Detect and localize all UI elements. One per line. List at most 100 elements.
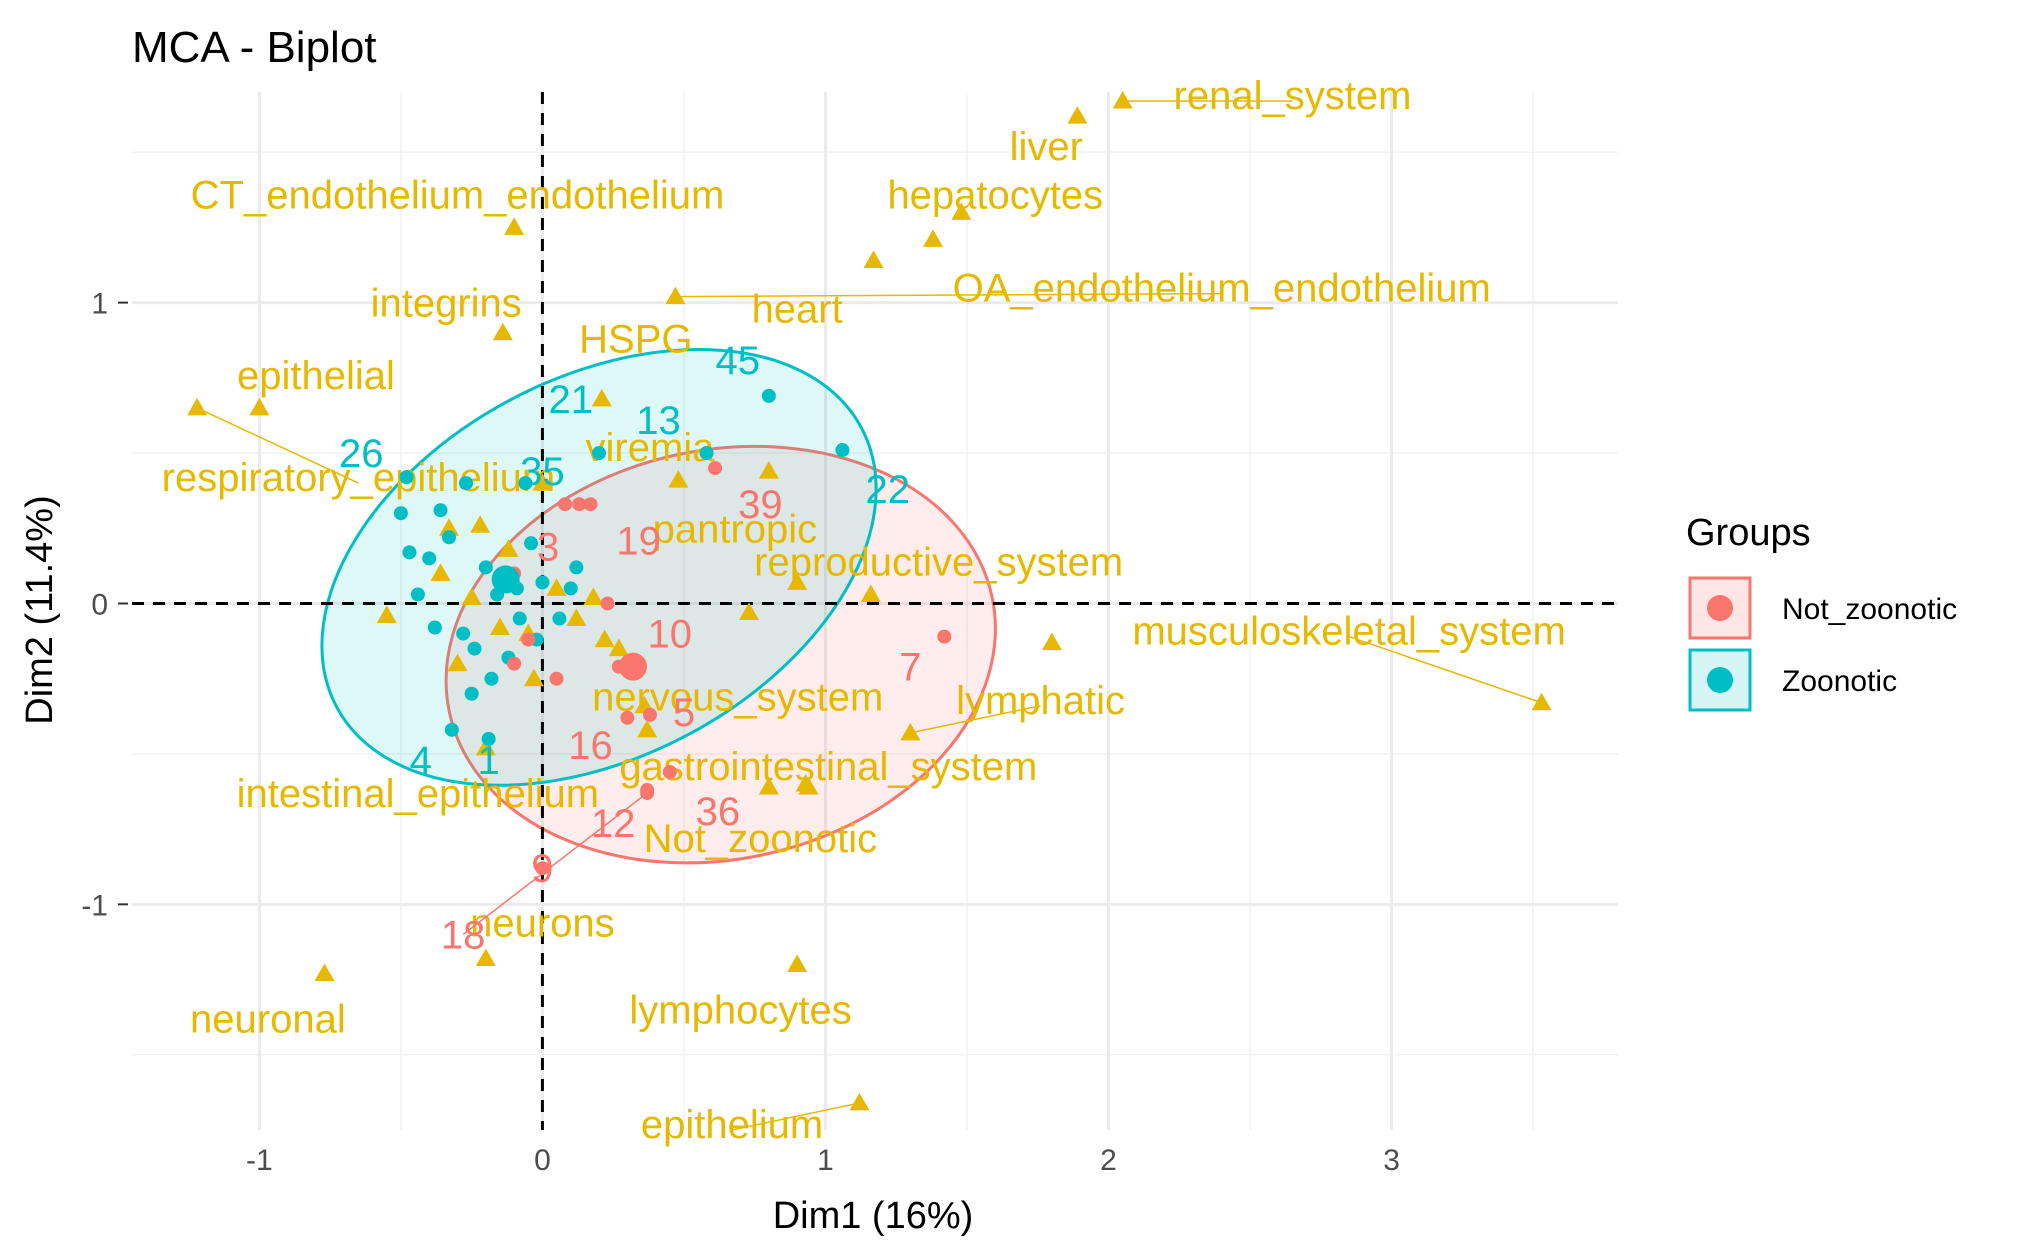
individual-point-zoonotic <box>535 575 550 590</box>
variable-point-renal-system <box>1112 91 1133 109</box>
individual-point-zoonotic <box>563 581 578 596</box>
variable-point <box>498 539 519 557</box>
variable-point-ct-endothelium-endothelium <box>504 217 525 235</box>
individual-point-zoonotic <box>481 731 496 746</box>
variable-label-viremia: viremia <box>586 426 716 470</box>
variable-label-renal-system: renal_system <box>1174 74 1412 118</box>
variable-point-neurons <box>475 948 496 967</box>
individual-point-zoonotic <box>524 536 539 551</box>
variable-label-integrins: integrins <box>371 282 522 326</box>
variable-point-not-zoonotic <box>798 777 819 795</box>
variable-point-oa-endothelium-endothelium <box>665 286 686 305</box>
individual-point-zoonotic <box>464 686 479 701</box>
variable-label-gastrointestinal-system: gastrointestinal_system <box>619 745 1037 789</box>
individual-point-zoonotic <box>410 587 425 602</box>
x-tick-label: 1 <box>817 1144 834 1177</box>
legend-title: Groups <box>1686 512 1811 554</box>
individual-label-1: 1 <box>478 739 500 783</box>
variable-label-lymphatic: lymphatic <box>956 679 1125 723</box>
variable-label-not-zoonotic: Not_zoonotic <box>644 817 877 861</box>
variable-point <box>430 563 451 581</box>
individual-point-zoonotic <box>835 443 850 458</box>
variable-label-musculoskeletal-system: musculoskeletal_system <box>1132 610 1566 654</box>
individual-label-16: 16 <box>568 724 613 768</box>
variable-label-pantropic: pantropic <box>653 507 818 551</box>
label-connector <box>910 705 1041 734</box>
variable-point <box>546 578 567 596</box>
legend-dot-zoonotic <box>1707 667 1733 693</box>
variable-point-liver <box>1067 106 1088 124</box>
variable-label-intestinal-epithelium: intestinal_epithelium <box>237 772 599 816</box>
individual-point-not-zoonotic <box>549 671 564 686</box>
individual-point-not-zoonotic <box>937 629 952 644</box>
x-tick-label: -1 <box>246 1144 273 1177</box>
label-connector <box>196 407 359 484</box>
variable-label-neuronal: neuronal <box>190 998 346 1042</box>
individual-label-19: 19 <box>616 519 661 563</box>
variable-label-heart: heart <box>752 288 843 332</box>
individual-point-zoonotic <box>393 506 408 521</box>
individual-point-zoonotic <box>456 626 471 641</box>
label-connector <box>731 1102 860 1131</box>
variable-point-hepatocytes <box>951 202 972 220</box>
variable-label-neurons: neurons <box>470 901 615 945</box>
label-connector <box>675 292 1222 298</box>
chart-title: MCA - Biplot <box>132 23 377 72</box>
individual-label-5: 5 <box>673 691 695 735</box>
variable-point <box>594 629 615 648</box>
variable-point <box>376 605 397 624</box>
individual-point-zoonotic <box>433 503 448 518</box>
variable-label-ct-endothelium-endothelium: CT_endothelium_endothelium <box>191 173 725 217</box>
individual-point-zoonotic <box>512 611 527 626</box>
variable-point-pantropic <box>758 461 779 479</box>
variable-point <box>758 777 779 795</box>
y-tick-label: 0 <box>91 588 108 621</box>
variable-point <box>447 653 468 672</box>
variable-point-lymphatic <box>900 722 921 741</box>
variable-point-neuronal <box>314 963 335 982</box>
individual-label-3: 3 <box>537 525 559 569</box>
individual-point-zoonotic <box>761 388 776 403</box>
individual-label-7: 7 <box>899 646 921 690</box>
individual-label-13: 13 <box>636 399 681 443</box>
legend-key-zoonotic <box>1688 648 1752 712</box>
variable-point-musculoskeletal-system <box>1531 692 1552 711</box>
variable-label-epithelium: epithelium <box>641 1103 823 1147</box>
individual-point-not-zoonotic <box>583 497 598 512</box>
x-axis-title: Dim1 (16%) <box>773 1195 974 1237</box>
individual-point-not-zoonotic <box>708 461 723 476</box>
individual-point-zoonotic <box>699 446 714 461</box>
variable-point-reproductive-system <box>860 584 881 602</box>
variable-point <box>566 608 587 627</box>
variable-point <box>461 587 482 605</box>
individual-point-zoonotic <box>444 722 459 737</box>
variable-point <box>583 587 604 605</box>
y-tick-label: -1 <box>81 889 108 922</box>
variable-label-oa-endothelium-endothelium: OA_endothelium_endothelium <box>953 267 1491 311</box>
variable-label-lymphocytes: lymphocytes <box>629 989 851 1033</box>
variable-point <box>532 473 553 491</box>
individual-point-zoonotic <box>592 446 607 461</box>
individual-point-not-zoonotic <box>507 656 522 671</box>
variable-point-heart <box>863 250 884 268</box>
x-tick-label: 3 <box>1383 1144 1400 1177</box>
individual-point-not-zoonotic <box>620 710 635 725</box>
variable-point <box>523 668 544 687</box>
legend-dot-not-zoonotic <box>1707 595 1733 621</box>
variable-point <box>923 229 944 247</box>
variable-label-reproductive-system: reproductive_system <box>754 540 1123 584</box>
individual-label-21: 21 <box>548 378 593 422</box>
individual-point-not-zoonotic <box>558 497 573 512</box>
variable-point-epithelium <box>849 1092 870 1111</box>
variable-point-integrins <box>492 322 513 341</box>
individual-label-10: 10 <box>648 613 693 657</box>
x-tick-label: 0 <box>534 1144 551 1177</box>
confidence-ellipse-zoonotic <box>320 347 878 787</box>
group-mean-zoonotic <box>491 565 520 594</box>
legend-label-zoonotic: Zoonotic <box>1782 665 1897 698</box>
variable-point <box>787 572 808 590</box>
individual-point-zoonotic <box>399 470 414 485</box>
variable-label-respiratory-epithelium: respiratory_epithelium <box>162 456 556 500</box>
